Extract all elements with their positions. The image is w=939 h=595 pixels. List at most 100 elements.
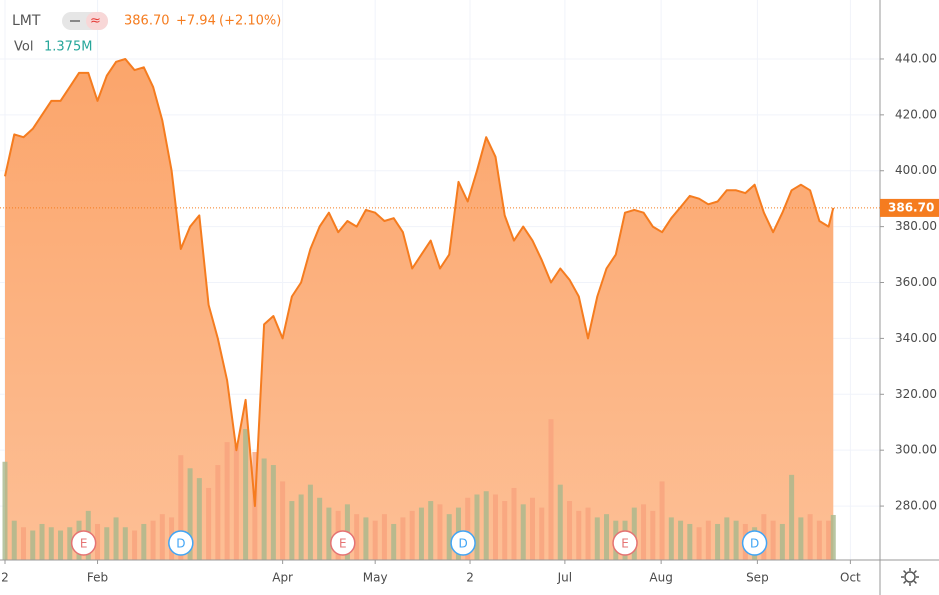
change-pct: (+2.10%): [219, 14, 281, 29]
price-line: [4, 58, 835, 508]
settings-icon[interactable]: [901, 568, 919, 586]
volume-bar: [585, 507, 591, 560]
x-tick-label: May: [363, 571, 388, 585]
volume-bar: [659, 481, 665, 560]
volume-bar: [641, 504, 647, 560]
volume-bar: [715, 523, 721, 560]
plot-layer: [0, 0, 880, 560]
volume-bar: [400, 517, 406, 560]
volume-bar: [502, 501, 508, 560]
event-marker[interactable]: [168, 530, 194, 556]
volume-bar: [779, 523, 785, 560]
icon[interactable]: [904, 571, 916, 583]
volume-bar: [733, 520, 739, 560]
event-marker[interactable]: [70, 530, 97, 556]
volume-bar: [594, 517, 600, 560]
volume-bar: [576, 510, 582, 560]
volume-bar: [298, 494, 304, 560]
volume-bar: [354, 514, 360, 560]
volume-bar: [95, 523, 101, 560]
event-marker[interactable]: [330, 530, 356, 556]
y-tick-label: 380.00: [895, 219, 937, 233]
volume-bar: [687, 523, 693, 560]
y-tick-label: 340.00: [895, 331, 937, 345]
volume-bar: [807, 514, 813, 560]
icon[interactable]: [901, 568, 919, 586]
event-label: D: [750, 537, 759, 551]
volume-bar: [381, 514, 387, 560]
volume-bar: [270, 465, 276, 560]
volume-bar: [104, 527, 110, 560]
volume-bar: [529, 497, 535, 560]
event-marker[interactable]: [741, 530, 768, 556]
x-tick-label: 2: [1, 571, 9, 585]
volume-bar: [11, 520, 17, 560]
volume-bar: [604, 514, 610, 560]
y-tick-label: 280.00: [895, 499, 937, 513]
volume-bar: [363, 517, 369, 560]
volume-bar: [391, 523, 397, 560]
volume-bar: [289, 501, 295, 560]
vol-label: Vol: [14, 40, 33, 55]
volume-bar: [113, 517, 119, 560]
event-label: E: [339, 537, 347, 551]
volume-bar: [428, 501, 434, 560]
volume: 1.375M: [44, 40, 92, 55]
event-label: D: [458, 537, 467, 551]
volume-bar: [798, 517, 804, 560]
volume-bar: [21, 527, 27, 560]
volume-bar: [567, 501, 573, 560]
volume-bar: [409, 510, 415, 560]
volume-bar: [418, 507, 424, 560]
event-label: E: [621, 537, 629, 551]
icon: ≈: [90, 14, 101, 29]
volume-bar: [67, 527, 73, 560]
volume-bar: [326, 507, 332, 560]
volume-bar: [159, 514, 165, 560]
area: [5, 59, 834, 560]
volume-bar: [557, 484, 563, 560]
volume-bar: [650, 510, 656, 560]
volume-bar: [826, 520, 832, 560]
price: 386.70: [124, 14, 170, 29]
volume-bar: [372, 520, 378, 560]
volume-bar: [206, 487, 212, 560]
event-marker[interactable]: [612, 530, 638, 556]
event-label: D: [176, 537, 185, 551]
volume-bar: [631, 507, 637, 560]
event-marker[interactable]: [450, 530, 476, 556]
x-tick-label: Jul: [557, 571, 572, 585]
volume-bar: [243, 429, 249, 560]
volume-bar: [178, 455, 184, 560]
last-price-label: 386.70: [888, 200, 934, 214]
x-tick-label: 2: [466, 571, 474, 585]
volume-bar: [483, 491, 489, 560]
volume-bar: [830, 514, 836, 560]
toggle-active[interactable]: [86, 12, 108, 30]
volume-bar: [511, 487, 517, 560]
volume-bar: [465, 497, 471, 560]
volume-bar: [539, 507, 545, 560]
x-tick-label: Sep: [746, 571, 769, 585]
x-tick-label: Aug: [649, 571, 672, 585]
legend: LMT ≈ 386.70 +7.94 (+2.10%) Vol 1.375M: [12, 12, 281, 55]
volume-bar: [2, 461, 8, 560]
volume-bar: [196, 478, 202, 560]
volume-bar: [39, 523, 45, 560]
volume-bar: [233, 445, 239, 560]
volume-bar: [317, 497, 323, 560]
y-tick-label: 320.00: [895, 387, 937, 401]
volume-bar: [668, 517, 674, 560]
y-tick-label: 400.00: [895, 163, 937, 177]
volume-bar: [307, 484, 313, 560]
volume-bar: [678, 520, 684, 560]
volume-bar: [58, 530, 64, 560]
volume-bar: [446, 514, 452, 560]
volume-bar: [696, 527, 702, 560]
volume-bar: [215, 465, 221, 560]
symbol: LMT: [12, 13, 41, 29]
volume-bar: [280, 481, 286, 560]
volume-bar: [474, 494, 480, 560]
